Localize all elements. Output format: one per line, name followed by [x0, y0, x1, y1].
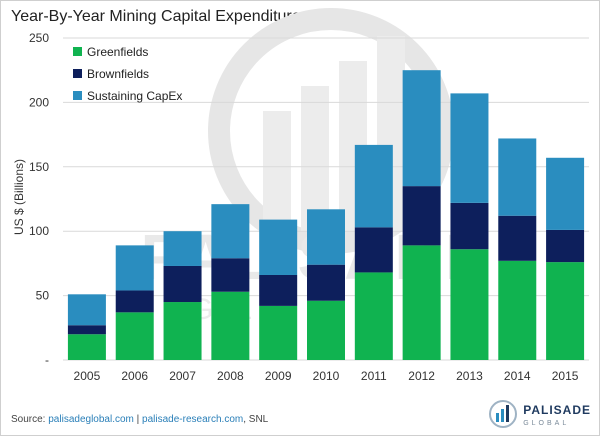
y-tick-label: 100 [29, 224, 49, 238]
legend-swatch [73, 47, 82, 56]
bar-sustaining-capex-2013 [450, 93, 489, 203]
bar-sustaining-capex-2014 [498, 138, 537, 216]
bar-greenfields-2007 [163, 302, 202, 360]
x-tick-label: 2014 [504, 369, 531, 383]
legend-label: Sustaining CapEx [87, 89, 182, 103]
bar-greenfields-2009 [259, 305, 298, 360]
source-link-palisade-research[interactable]: palisade-research.com [142, 414, 244, 425]
bar-sustaining-capex-2011 [354, 144, 393, 228]
legend-swatch [73, 91, 82, 100]
x-tick-label: 2011 [361, 369, 387, 383]
palisade-logo-icon [489, 400, 518, 428]
bar-brownfields-2013 [450, 202, 489, 250]
y-tick-label: 150 [29, 160, 49, 174]
legend-label: Greenfields [87, 45, 148, 59]
legend-label: Brownfields [87, 67, 149, 81]
bar-sustaining-capex-2015 [546, 157, 585, 230]
x-tick-label: 2009 [265, 369, 292, 383]
y-axis-label: US $ (Billions) [12, 159, 26, 235]
bar-brownfields-2014 [498, 215, 537, 261]
x-tick-label: 2012 [408, 369, 435, 383]
palisade-logo: PALISADE GLOBAL [488, 399, 591, 429]
bar-brownfields-2012 [402, 186, 441, 246]
logo-brand-text: PALISADE [523, 402, 591, 417]
bar-greenfields-2010 [307, 300, 345, 360]
source-prefix: Source: [11, 414, 46, 425]
source-separator: | [136, 414, 140, 425]
x-tick-label: 2013 [456, 369, 483, 383]
x-tick-label: 2006 [121, 369, 148, 383]
bar-brownfields-2011 [354, 227, 393, 273]
chart-title: Year-By-Year Mining Capital Expenditures [11, 8, 309, 25]
x-tick-label: 2010 [313, 369, 340, 383]
y-tick-label: - [45, 353, 49, 367]
bar-brownfields-2005 [67, 325, 106, 335]
logo-sub-text: GLOBAL [523, 419, 570, 427]
x-tick-label: 2015 [552, 369, 579, 383]
bar-brownfields-2008 [211, 258, 250, 292]
y-tick-labels: - 50 100 150 200 250 [29, 31, 49, 367]
bar-greenfields-2005 [67, 334, 106, 360]
legend: Greenfields Brownfields Sustaining CapEx [73, 45, 182, 103]
y-tick-label: 50 [36, 289, 50, 303]
x-tick-label: 2008 [217, 369, 244, 383]
y-tick-label: 200 [29, 95, 49, 109]
bar-brownfields-2006 [115, 290, 154, 313]
x-tick-label: 2007 [169, 369, 196, 383]
legend-swatch [73, 69, 82, 78]
bar-brownfields-2015 [546, 229, 585, 263]
bar-greenfields-2011 [354, 272, 393, 360]
x-tick-labels: 2005 2006 2007 2008 2009 2010 2011 2012 2013 2014… [74, 369, 579, 383]
bar-sustaining-capex-2006 [115, 245, 154, 291]
bar-greenfields-2014 [498, 260, 537, 360]
y-tick-label: 250 [29, 31, 49, 45]
bar-sustaining-capex-2012 [402, 70, 441, 187]
bar-sustaining-capex-2005 [67, 294, 106, 326]
bar-brownfields-2010 [307, 264, 345, 301]
bar-greenfields-2006 [115, 312, 154, 360]
bar-greenfields-2012 [402, 245, 441, 360]
bar-greenfields-2013 [450, 249, 489, 360]
bar-sustaining-capex-2009 [259, 219, 298, 275]
bar-sustaining-capex-2007 [163, 231, 202, 266]
watermark-bar [263, 111, 291, 231]
x-tick-label: 2005 [74, 369, 101, 383]
bar-sustaining-capex-2008 [211, 204, 250, 259]
bar-sustaining-capex-2010 [307, 209, 345, 265]
bar-brownfields-2007 [163, 265, 202, 303]
source-link-palisadeglobal[interactable]: palisadeglobal.com [48, 414, 134, 425]
bar-greenfields-2008 [211, 291, 250, 360]
source-note: Source: palisadeglobal.com | palisade-re… [11, 414, 268, 425]
bars [67, 70, 585, 360]
bar-greenfields-2015 [546, 262, 585, 360]
watermark-bar [301, 86, 329, 231]
source-tail: , SNL [243, 414, 269, 425]
bar-brownfields-2009 [259, 274, 298, 306]
